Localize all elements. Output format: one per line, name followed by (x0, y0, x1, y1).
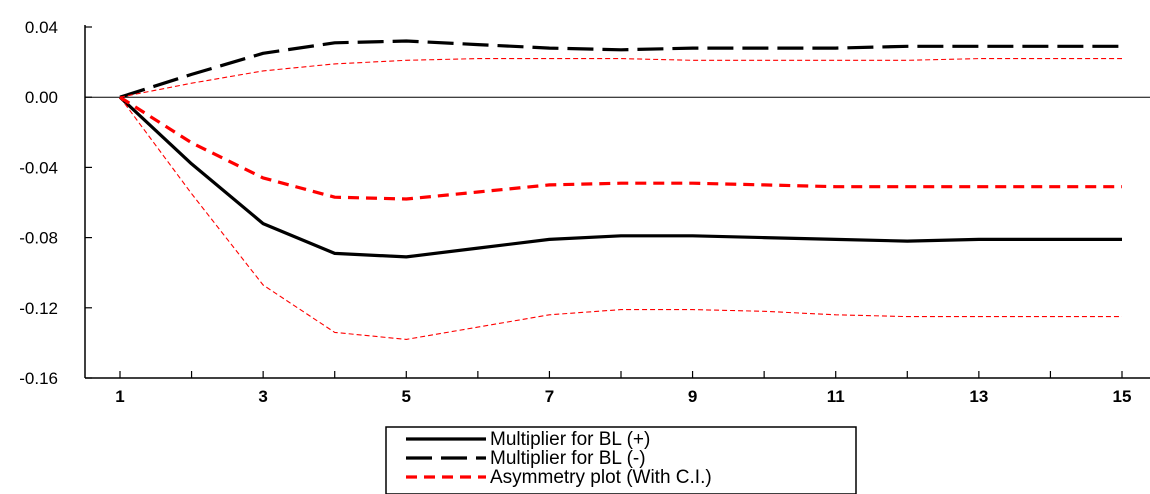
x-tick-label: 13 (969, 387, 988, 406)
x-tick-label: 11 (827, 387, 845, 406)
y-tick-label: -0.16 (19, 369, 58, 388)
y-tick-label: -0.04 (19, 158, 58, 177)
series-line-4 (119, 96, 1122, 340)
x-tick-label: 15 (1113, 387, 1132, 406)
legend-label: Multiplier for BL (-) (490, 448, 646, 469)
y-tick-label: 0.00 (25, 88, 58, 107)
series-line-2 (119, 95, 1122, 201)
series-line-0 (118, 96, 1122, 259)
x-tick-label: 3 (258, 387, 267, 406)
y-tick-label: 0.04 (25, 18, 58, 37)
legend: Multiplier for BL (+)Multiplier for BL (… (385, 426, 857, 494)
y-tick-label: -0.12 (19, 299, 58, 318)
series-line-1 (119, 39, 1122, 99)
x-tick-label: 5 (402, 387, 411, 406)
y-axis: 0.04 0.00 -0.04 -0.08 -0.12 -0.16 (19, 18, 92, 388)
legend-label: Asymmetry plot (With C.I.) (490, 467, 712, 488)
series-line-3 (119, 58, 1122, 98)
y-tick-label: -0.08 (19, 229, 58, 248)
series-layer (118, 39, 1122, 340)
x-tick-label: 7 (545, 387, 554, 406)
x-tick-label: 1 (115, 387, 124, 406)
x-tick-label: 9 (688, 387, 697, 406)
legend-label: Multiplier for BL (+) (490, 429, 650, 450)
x-axis: 1 3 5 7 9 11 13 15 (85, 371, 1150, 406)
